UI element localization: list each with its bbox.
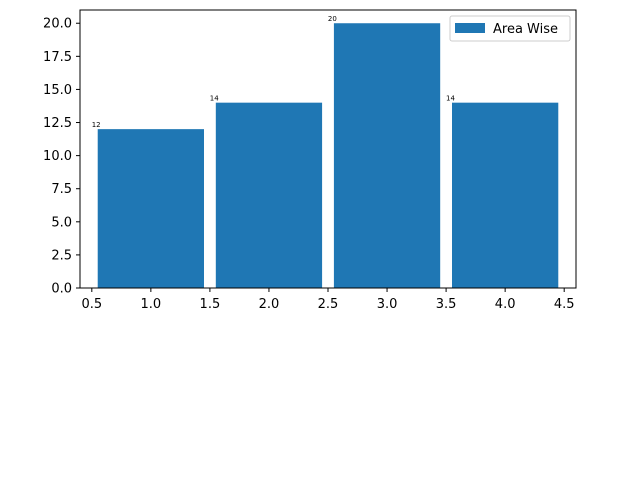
y-tick-label: 7.5 <box>51 182 72 197</box>
y-tick-label: 2.5 <box>51 248 72 263</box>
bar-value-label: 14 <box>446 95 455 103</box>
y-tick-label: 12.5 <box>43 116 72 131</box>
y-tick-label: 0.0 <box>51 282 72 297</box>
legend: Area Wise <box>449 15 571 42</box>
x-tick-label: 1.5 <box>200 297 221 312</box>
x-axis: 0.5 1.0 1.5 2.0 2.5 3.0 3.5 4.0 4.5 <box>81 288 575 312</box>
y-tick-label: 15.0 <box>43 83 72 98</box>
x-tick-label: 2.0 <box>259 297 280 312</box>
x-tick-label: 3.5 <box>436 297 457 312</box>
bar-value-label: 14 <box>210 95 219 103</box>
bar <box>452 102 559 289</box>
legend-label: Area Wise <box>493 22 558 37</box>
x-tick-label: 1.0 <box>141 297 162 312</box>
legend-box <box>449 15 571 42</box>
bar-value-label: 20 <box>328 15 337 23</box>
y-tick-label: 10.0 <box>43 149 72 164</box>
bars-group <box>97 23 559 289</box>
y-axis: 0.0 2.5 5.0 7.5 10.0 12.5 15.0 17.5 20.0 <box>43 17 80 297</box>
x-tick-label: 0.5 <box>81 297 102 312</box>
bar <box>333 23 441 288</box>
x-tick-label: 3.0 <box>377 297 398 312</box>
y-tick-label: 17.5 <box>43 50 72 65</box>
data-labels-group: 12 14 20 14 <box>92 15 456 129</box>
x-tick-label: 4.0 <box>495 297 516 312</box>
bar-value-label: 12 <box>92 121 101 129</box>
bar <box>97 129 204 288</box>
y-tick-label: 20.0 <box>43 17 72 32</box>
y-tick-label: 5.0 <box>51 215 72 230</box>
bar <box>215 102 323 289</box>
x-tick-label: 2.5 <box>318 297 339 312</box>
x-tick-label: 4.5 <box>554 297 575 312</box>
legend-swatch <box>455 23 485 33</box>
